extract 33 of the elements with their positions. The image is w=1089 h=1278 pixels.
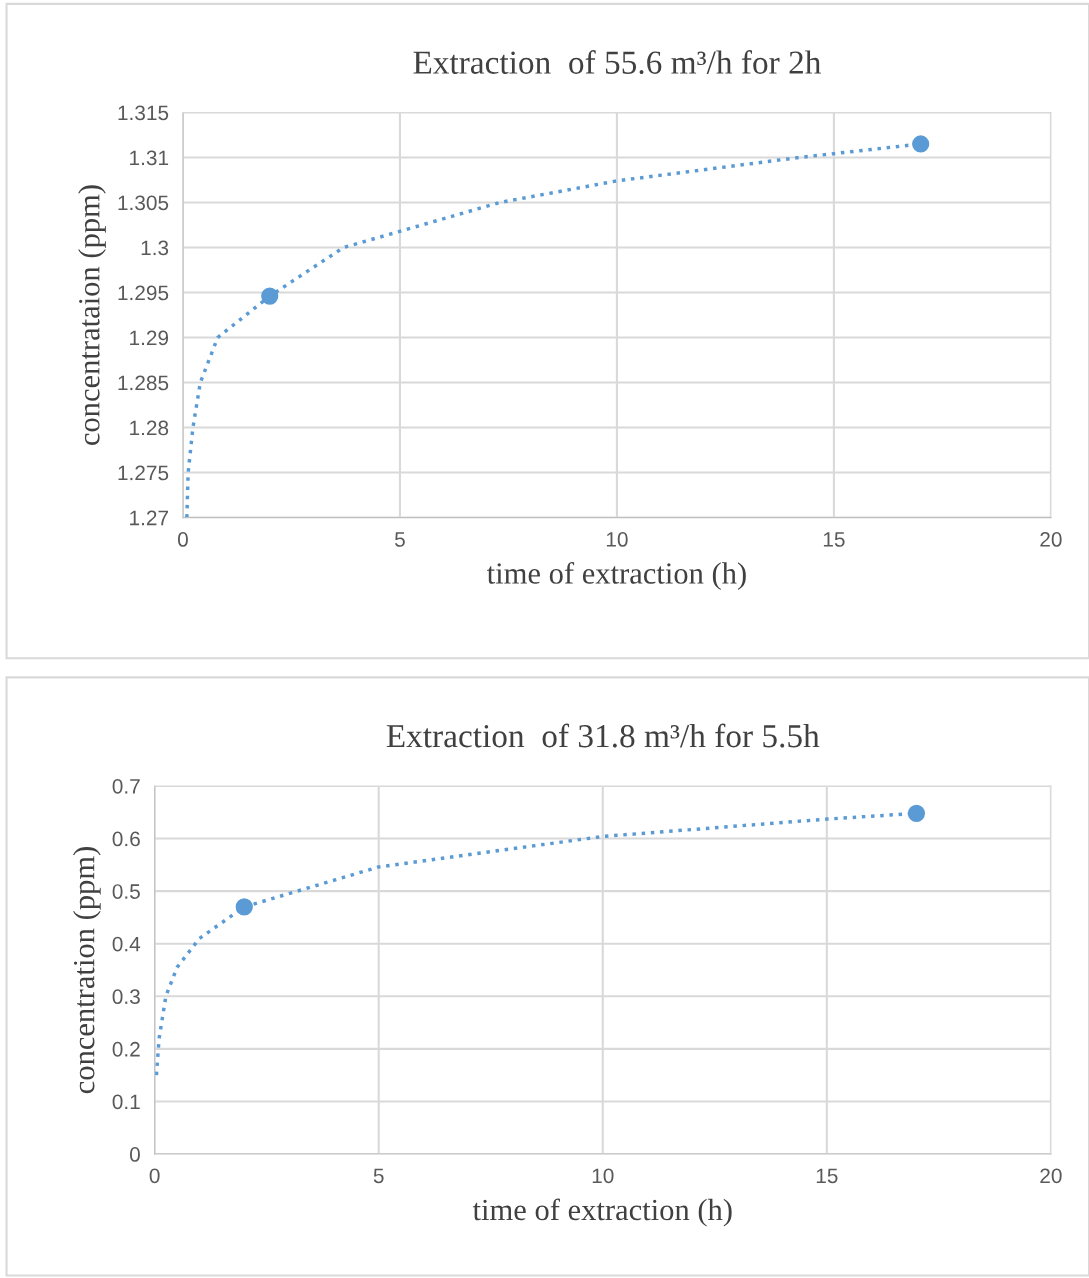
y-axis-title: concentration (ppm) [72, 847, 101, 1094]
y-tick-label: 1.3 [141, 240, 169, 256]
chart-title: Extraction of 31.8 m³/h for 5.5h [386, 723, 820, 748]
y-axis-title: concentrataion (ppm) [78, 185, 106, 445]
y-tick-label: 0.1 [112, 1094, 140, 1110]
x-tick-label: 20 [1040, 532, 1062, 547]
x-axis-title: time of extraction (h) [486, 562, 746, 591]
y-tick-label: 1.305 [118, 195, 169, 211]
x-tick-label: 20 [1040, 1168, 1062, 1184]
y-tick-label: 1.295 [118, 285, 169, 301]
y-tick-label: 0.2 [112, 1041, 140, 1057]
y-tick-label: 1.315 [118, 105, 169, 121]
y-tick-label: 0.6 [112, 831, 140, 847]
y-tick-label: 1.27 [130, 510, 169, 526]
y-tick-label: 1.29 [130, 330, 169, 346]
x-tick-label: 15 [823, 532, 845, 547]
y-tick-label: 0 [129, 1147, 140, 1162]
y-tick-label: 0.7 [112, 778, 140, 794]
y-tick-label: 1.31 [130, 150, 169, 166]
y-tick-label: 1.275 [118, 465, 169, 481]
y-tick-label: 0.5 [112, 884, 140, 899]
y-tick-label: 0.4 [112, 936, 141, 952]
x-axis-title: time of extraction (h) [472, 1198, 732, 1227]
x-tick-label: 5 [373, 1168, 384, 1184]
x-tick-label: 10 [592, 1168, 614, 1184]
x-tick-label: 0 [177, 532, 188, 547]
chart-title: Extraction of 55.6 m³/h for 2h [413, 50, 821, 75]
y-tick-label: 0.3 [112, 989, 140, 1005]
y-tick-label: 1.28 [130, 420, 169, 436]
x-tick-label: 15 [816, 1168, 838, 1184]
x-tick-label: 5 [394, 532, 405, 547]
x-tick-label: 10 [606, 532, 628, 547]
y-tick-label: 1.285 [118, 375, 169, 391]
